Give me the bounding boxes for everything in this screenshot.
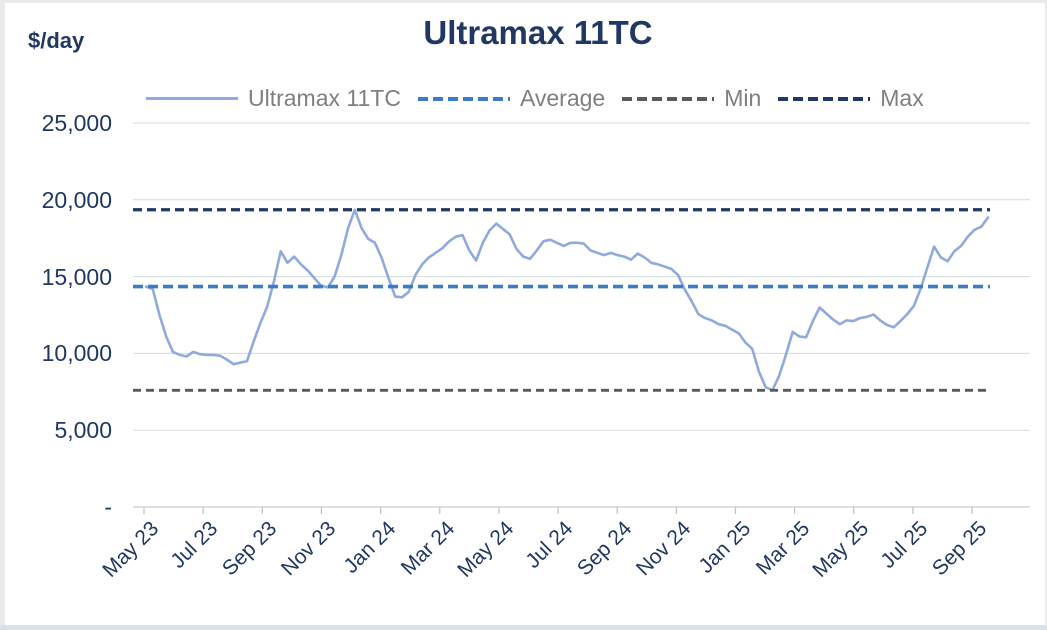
dashed-line-icon [622, 96, 715, 101]
legend-label: Ultramax 11TC [248, 85, 401, 111]
y-tick-label: - [104, 494, 112, 520]
frame-border-right [1045, 0, 1047, 630]
y-tick-label: 5,000 [54, 417, 112, 444]
y-tick-label: 10,000 [41, 340, 112, 367]
frame-border-left [0, 0, 5, 630]
frame-border-bottom [0, 625, 1047, 630]
solid-line-icon [146, 97, 238, 100]
y-tick-label: 15,000 [41, 263, 112, 290]
legend-item-average: Average [417, 85, 606, 112]
y-tick-label: 25,000 [41, 110, 112, 136]
dashed-line-icon [417, 96, 510, 101]
chart-title: Ultramax 11TC [423, 14, 653, 51]
legend-label: Min [724, 85, 762, 111]
legend-label: Max [880, 85, 924, 111]
legend-item-min: Min [622, 85, 761, 112]
legend-item-ultramax: Ultramax 11TC [146, 85, 401, 112]
y-axis-unit-label: $/day [28, 28, 85, 53]
series-line-ultramax [144, 208, 990, 392]
y-tick-label: 20,000 [41, 186, 112, 213]
legend-label: Average [519, 85, 606, 111]
frame-border-top [0, 0, 1047, 3]
legend-item-max: Max [778, 85, 924, 112]
dashed-line-icon [778, 96, 871, 101]
legend: Ultramax 11TC Average Min Max [146, 85, 924, 112]
